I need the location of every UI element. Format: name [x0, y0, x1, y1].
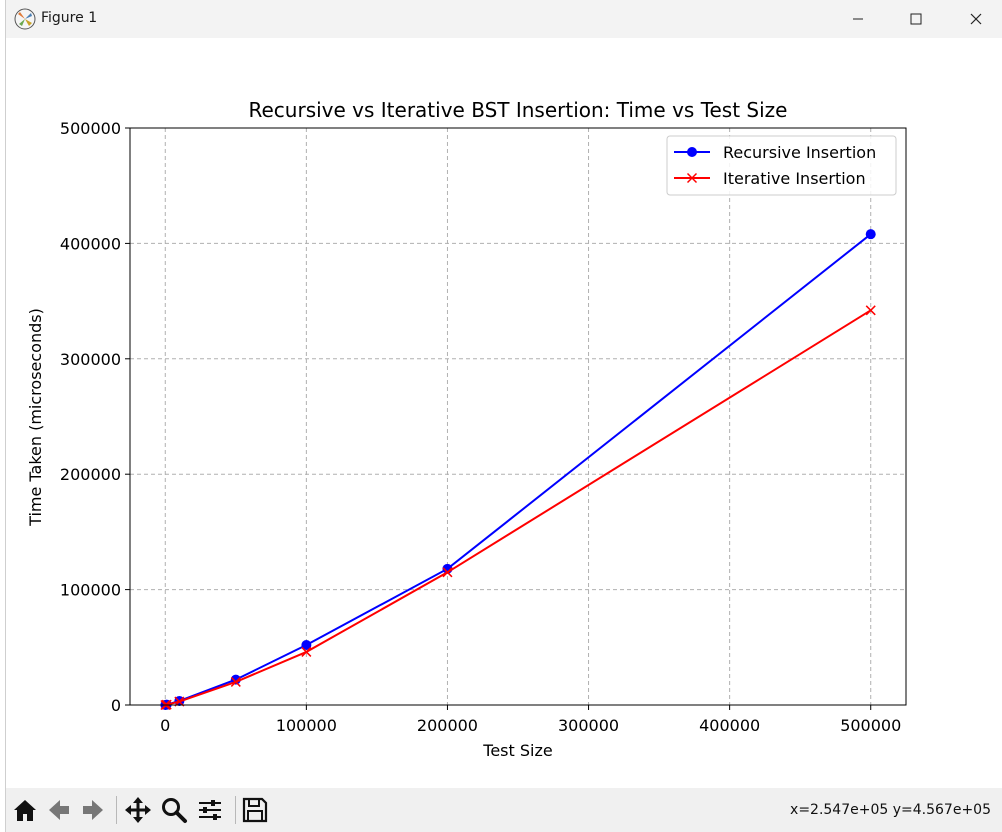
toolbar-separator: [116, 796, 117, 824]
x-tick-label: 400000: [699, 716, 760, 735]
recursive-insertion-point: [865, 229, 876, 240]
iterative-insertion-point: [301, 646, 312, 657]
x-tick-label: 300000: [558, 716, 619, 735]
minimize-icon: [853, 18, 863, 20]
x-marker-stroke: [865, 305, 876, 316]
legend-box: [666, 135, 897, 196]
y-axis-ticks: 0 100000 200000 300000 400000 500000: [60, 119, 130, 715]
series-group: [160, 229, 876, 711]
y-tick-label: 500000: [60, 119, 121, 138]
y-tick-label: 100000: [60, 581, 121, 600]
close-button[interactable]: [953, 0, 999, 38]
minimize-button[interactable]: [835, 0, 881, 38]
save-button[interactable]: [240, 795, 270, 825]
cursor-coordinates: x=2.547e+05 y=4.567e+05: [790, 802, 991, 818]
chart-canvas: Recursive vs Iterative BST Insertion: Ti…: [26, 98, 907, 760]
y-tick-label: 300000: [60, 350, 121, 369]
maximize-icon: [910, 13, 922, 25]
axes-frame: [129, 127, 907, 706]
plot-area: Recursive vs Iterative BST Insertion: Ti…: [6, 38, 1002, 788]
save-icon: [242, 797, 268, 823]
iterative-insertion-point: [865, 305, 876, 316]
forward-button[interactable]: [78, 795, 108, 825]
forward-icon: [83, 800, 103, 820]
back-button[interactable]: [44, 795, 74, 825]
x-tick-label: 500000: [840, 716, 901, 735]
iterative-insertion-line: [165, 309, 872, 706]
x-tick-label: 100000: [276, 716, 337, 735]
title-bar: Figure 1: [6, 0, 1002, 38]
zoom-button[interactable]: [159, 795, 189, 825]
configure-subplots-button[interactable]: [195, 795, 225, 825]
window-title: Figure 1: [41, 10, 98, 26]
x-marker-stroke: [442, 567, 453, 578]
navigation-toolbar: x=2.547e+05 y=4.567e+05: [6, 788, 1002, 832]
grid-lines: [130, 127, 906, 706]
recursive-insertion-line: [165, 233, 872, 706]
home-icon: [14, 800, 36, 821]
chart-title: Recursive vs Iterative BST Insertion: Ti…: [249, 98, 788, 122]
x-marker-stroke: [301, 646, 312, 657]
x-axis-ticks: 0 100000 200000 300000 400000 500000: [160, 705, 901, 735]
x-marker-stroke: [230, 676, 241, 687]
configure-subplots-icon: [199, 800, 221, 820]
close-icon: [970, 13, 982, 25]
legend-marker-iterative-insertion: [686, 172, 698, 184]
y-tick-label: 0: [111, 696, 121, 715]
x-tick-label: 0: [160, 716, 170, 735]
pan-icon: [125, 797, 151, 823]
x-tick-label: 200000: [417, 716, 478, 735]
pan-button[interactable]: [123, 795, 153, 825]
x-axis-label: Test Size: [482, 741, 552, 760]
y-tick-label: 200000: [60, 465, 121, 484]
iterative-insertion-point: [442, 567, 453, 578]
toolbar-separator: [235, 796, 236, 824]
home-button[interactable]: [10, 795, 40, 825]
iterative-insertion-point: [230, 676, 241, 687]
zoom-icon: [162, 798, 187, 823]
legend-label: Recursive Insertion: [723, 143, 876, 162]
legend-label: Iterative Insertion: [723, 169, 866, 188]
maximize-button[interactable]: [893, 0, 939, 38]
back-icon: [49, 800, 69, 820]
legend: Recursive Insertion Iterative Insertion: [666, 135, 897, 196]
legend-marker-recursive-insertion: [687, 147, 697, 157]
y-axis-label: Time Taken (microseconds): [26, 308, 45, 527]
x-marker-stroke: [686, 172, 698, 184]
matplotlib-app-icon: [14, 8, 36, 30]
figure-window: Figure 1 Recursive vs Iterative BST Inse…: [5, 0, 1002, 832]
recursive-insertion-point: [301, 639, 312, 650]
y-tick-label: 400000: [60, 234, 121, 253]
